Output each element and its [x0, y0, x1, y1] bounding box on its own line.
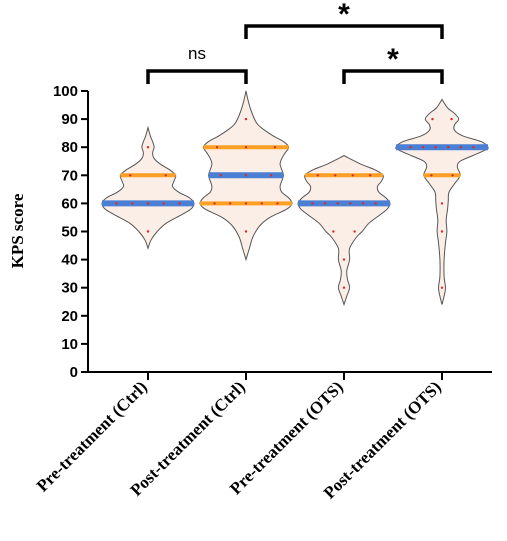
data-point	[131, 202, 134, 205]
y-tick-label: 90	[61, 111, 78, 128]
significance-label: *	[338, 0, 350, 31]
data-point	[353, 230, 356, 233]
y-axis-title: KPS score	[8, 193, 27, 268]
data-point	[450, 117, 453, 121]
data-point	[369, 174, 372, 177]
y-tick-label: 40	[61, 252, 78, 269]
data-point	[472, 146, 475, 149]
x-axis: Pre-treatment (Ctrl)Post-treatment (Ctrl…	[33, 371, 492, 502]
data-point	[178, 202, 181, 205]
data-point	[459, 146, 463, 149]
significance-brackets: ns * *	[146, 0, 444, 84]
significance-label: *	[387, 43, 399, 76]
y-tick-label: 70	[61, 167, 78, 184]
data-point	[244, 146, 248, 149]
data-point	[164, 174, 167, 177]
data-point	[244, 230, 248, 233]
data-point	[374, 202, 377, 205]
data-point	[129, 174, 132, 177]
data-point	[440, 230, 444, 233]
data-point	[273, 146, 277, 149]
data-point	[276, 202, 279, 205]
y-tick-label: 100	[53, 83, 78, 100]
data-point	[146, 146, 150, 149]
violin-body	[395, 98, 489, 305]
data-point	[244, 202, 248, 205]
y-tick-label: 60	[61, 195, 78, 212]
y-axis: 0 10 20 30 40 50 60 70 80 90 100	[53, 83, 89, 381]
data-point	[334, 174, 337, 177]
data-point	[269, 174, 273, 177]
violin-1	[101, 125, 195, 250]
significance-bracket	[146, 69, 248, 84]
violin-body	[297, 155, 391, 307]
violin-4	[395, 98, 489, 305]
data-point	[447, 146, 450, 149]
significance-bracket	[244, 24, 444, 39]
data-point	[421, 146, 425, 149]
data-point	[229, 202, 232, 205]
data-point	[162, 202, 165, 205]
data-point	[336, 202, 339, 205]
data-point	[434, 146, 437, 149]
data-point	[244, 174, 248, 177]
data-point	[316, 174, 319, 177]
data-point	[431, 117, 434, 121]
data-point	[451, 174, 454, 177]
data-point	[213, 202, 216, 205]
y-tick-label: 50	[61, 224, 78, 241]
x-tick-label: Pre-treatment (Ctrl)	[33, 377, 151, 495]
violin-2	[199, 90, 293, 262]
data-point	[311, 202, 314, 205]
data-point	[349, 202, 352, 205]
y-tick-label: 10	[61, 336, 78, 353]
data-point	[115, 202, 118, 205]
significance-bracket	[342, 69, 444, 84]
data-point	[219, 174, 223, 177]
y-tick-label: 30	[61, 280, 78, 297]
violin-3	[297, 155, 391, 307]
data-point	[440, 202, 444, 205]
y-tick-label: 0	[70, 364, 78, 381]
data-point	[409, 146, 412, 149]
data-point	[361, 202, 365, 205]
data-point	[430, 174, 433, 177]
data-point	[440, 286, 444, 289]
y-tick-label: 20	[61, 308, 78, 325]
data-point	[215, 146, 219, 149]
data-point	[342, 286, 346, 289]
data-point	[244, 117, 248, 121]
data-point	[342, 258, 346, 261]
y-tick-label: 80	[61, 139, 78, 156]
data-point	[351, 174, 354, 177]
violins	[101, 90, 489, 307]
violin-body	[101, 125, 195, 250]
data-point	[260, 202, 263, 205]
significance-label: ns	[188, 44, 206, 63]
data-point	[146, 202, 150, 205]
data-point	[332, 230, 335, 233]
data-point	[146, 230, 150, 233]
data-point	[323, 202, 327, 205]
